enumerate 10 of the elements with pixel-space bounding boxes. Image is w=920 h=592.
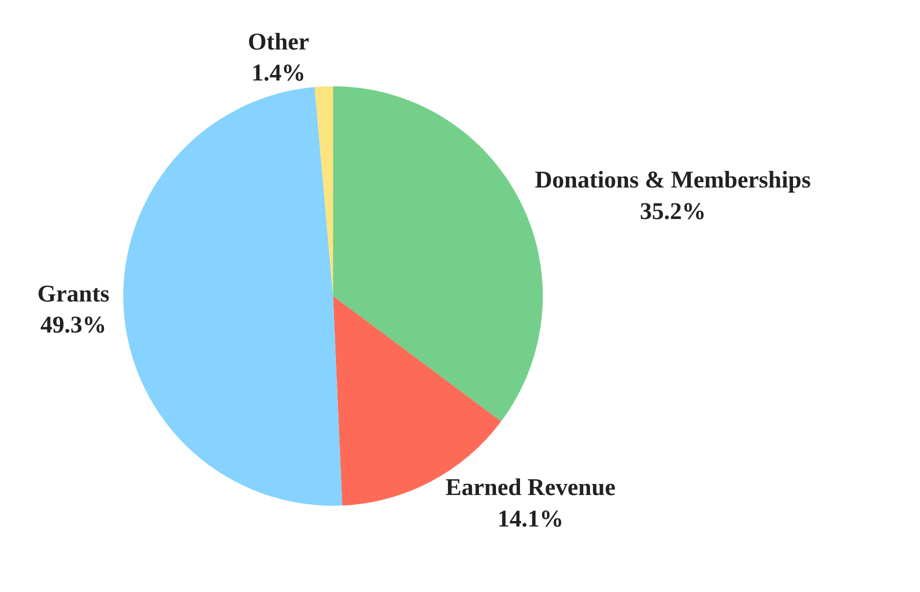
data-label: 14.1%	[497, 506, 564, 532]
data-label: 49.3%	[40, 312, 106, 339]
pie-slice	[314, 86, 334, 296]
pie-slice	[124, 87, 342, 506]
data-label: 35.2%	[640, 198, 706, 225]
slice-label: Other	[248, 29, 310, 56]
slice-label: Donations & Memberships	[534, 168, 811, 194]
slice-label: Grants	[37, 281, 110, 308]
data-label: 1.4%	[252, 60, 306, 86]
slice-label: Earned Revenue	[445, 475, 616, 502]
